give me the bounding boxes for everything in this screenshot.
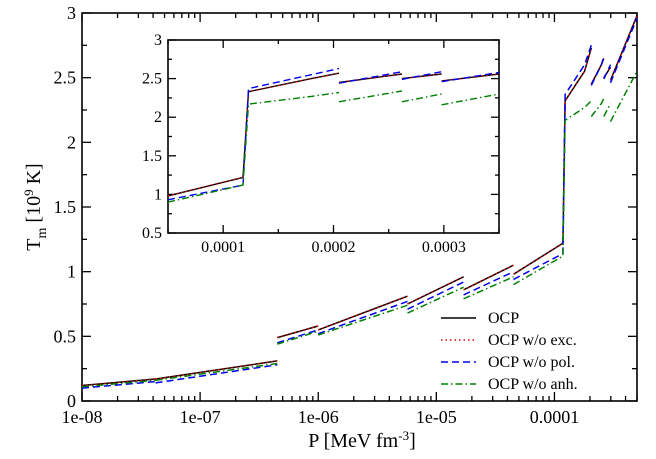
inset-series-line-3	[167, 90, 500, 203]
main-y-tick-label: 2	[67, 132, 76, 152]
series-segment	[277, 329, 319, 344]
inset-y-tick-label: 2	[154, 109, 162, 126]
main-y-tick-label: 3	[67, 3, 76, 23]
series-segment	[407, 276, 464, 305]
y-axis-title-text: T	[23, 238, 45, 250]
series-segment	[81, 380, 156, 389]
series-segment	[407, 281, 464, 310]
series-segment	[603, 64, 612, 80]
series-segment	[81, 378, 156, 387]
series-line-ocp	[81, 15, 638, 387]
series-segment	[603, 66, 612, 79]
x-axis-title-exponent: -3	[398, 428, 409, 443]
main-x-tick-label: 0.0001	[530, 407, 580, 427]
x-axis-title-close: ]	[409, 430, 416, 452]
main-y-tick-label: 0.5	[54, 326, 77, 346]
series-segment	[513, 100, 592, 286]
main-plot-area	[81, 15, 638, 389]
series-segment	[513, 47, 593, 275]
legend-label: OCP	[488, 310, 519, 327]
legend-label: OCP w/o pol.	[488, 354, 575, 371]
inset-series-segment	[441, 71, 500, 83]
inset-series-segment	[401, 93, 442, 103]
series-segment	[609, 17, 638, 84]
inset-series-segment	[167, 72, 340, 197]
series-segment	[603, 103, 612, 117]
series-segment	[317, 304, 408, 336]
main-y-tick-label: 0	[67, 391, 76, 411]
inset-plot-frame	[167, 39, 500, 234]
main-x-tick-label: 1e-05	[416, 407, 457, 427]
series-segment	[81, 379, 156, 388]
inset-series-segment	[441, 73, 500, 82]
series-segment	[277, 330, 319, 345]
main-x-tick-label: 1e-08	[62, 407, 103, 427]
inset-y-tick-label: 1.5	[142, 148, 162, 165]
main-y-tick-label: 2.5	[54, 68, 77, 88]
inset-y-tick-label: 2.5	[142, 71, 162, 88]
series-segment	[590, 98, 605, 117]
inset-series-line-2	[167, 67, 500, 201]
series-segment	[407, 286, 464, 314]
series-segment	[463, 276, 514, 300]
main-ticks: 1e-08 1e-07 1e-06 1e-05 0.0001 0 0.5 1 1.5 2 2.5 3	[54, 3, 638, 427]
series-segment	[155, 360, 278, 380]
inset-plot-area	[167, 67, 500, 203]
series-segment	[317, 295, 408, 331]
series-segment	[609, 70, 638, 122]
legend: OCP OCP w/o exc. OCP w/o pol. OCP w/o anh.	[441, 310, 578, 393]
inset-y-tick-label: 1	[154, 186, 162, 203]
inset-ticks: 0.0001 0.0002 0.0003 0.5 1 1.5 2 2.5 3	[142, 32, 500, 256]
inset-x-tick-label: 0.0002	[312, 239, 356, 256]
main-x-tick-label: 1e-06	[298, 407, 339, 427]
series-segment	[463, 271, 514, 296]
inset-series-segment	[441, 73, 500, 82]
series-segment	[463, 264, 514, 291]
y-axis-title: Tm [109 K]	[21, 163, 50, 250]
series-segment	[317, 300, 408, 335]
inset-series-segment	[401, 71, 442, 81]
series-line-ocp-w-o-exc	[81, 15, 638, 387]
inset-x-tick-label: 0.0001	[201, 239, 245, 256]
main-y-tick-label: 1.5	[54, 197, 77, 217]
inset-series-segment	[441, 93, 500, 106]
series-line-ocp-w-o-pol	[81, 17, 638, 389]
series-segment	[513, 45, 593, 281]
series-segment	[513, 47, 593, 275]
x-axis-title-text: P [MeV fm	[308, 430, 398, 452]
y-axis-title-bracket: [10	[23, 196, 45, 228]
main-y-tick-label: 1	[67, 262, 76, 282]
inset-series-segment	[338, 73, 402, 84]
series-segment	[277, 325, 319, 339]
y-axis-title-subscript: m	[35, 227, 50, 238]
inset-series-segment	[167, 91, 340, 203]
inset-series-line-0	[167, 72, 500, 197]
inset-y-tick-label: 0.5	[142, 225, 162, 242]
legend-label: OCP w/o exc.	[488, 332, 577, 349]
series-line-ocp-w-o-anh	[81, 70, 638, 388]
series-segment	[155, 364, 278, 384]
series-segment	[590, 56, 605, 86]
inset-series-segment	[167, 67, 340, 201]
inset-series-segment	[338, 90, 403, 103]
y-axis-title-exponent: 9	[21, 189, 36, 196]
series-segment	[155, 362, 278, 382]
inset-series-line-1	[167, 72, 500, 197]
inset-series-segment	[167, 72, 340, 197]
y-axis-title-unit: K]	[23, 163, 45, 189]
inset-y-tick-label: 3	[154, 32, 162, 49]
legend-label: OCP w/o anh.	[488, 376, 578, 393]
x-axis-title: P [MeV fm-3]	[308, 428, 416, 452]
main-x-tick-label: 1e-07	[180, 407, 221, 427]
inset-x-tick-label: 0.0003	[422, 239, 466, 256]
series-segment	[609, 15, 638, 81]
